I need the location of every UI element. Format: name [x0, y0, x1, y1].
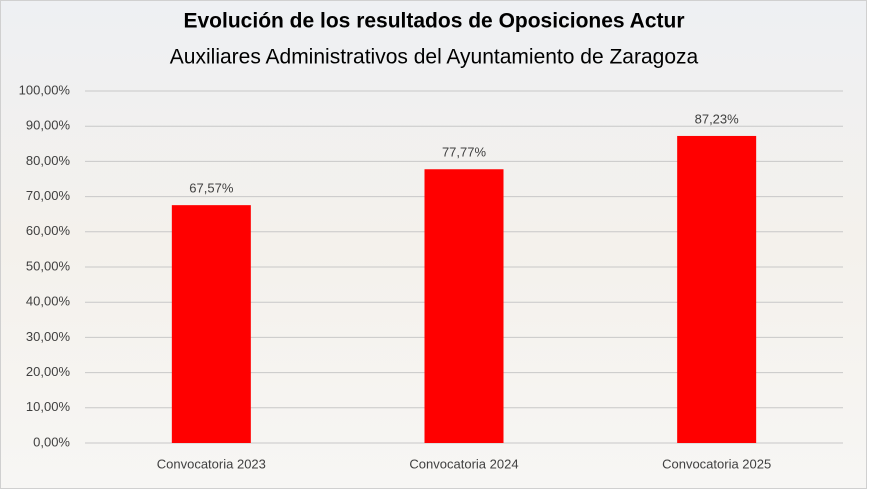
data-label: 87,23% [695, 111, 740, 126]
data-label: 67,57% [189, 181, 234, 196]
x-tick-label: Convocatoria 2024 [409, 456, 518, 471]
bar [677, 135, 757, 444]
y-tick-label: 10,00% [26, 399, 71, 414]
y-tick-label: 40,00% [26, 294, 71, 309]
chart-subtitle: Auxiliares Administrativos del Ayuntamie… [170, 46, 699, 69]
chart-title: Evolución de los resultados de Oposicion… [184, 10, 685, 33]
y-tick-label: 100,00% [19, 82, 71, 97]
bar [171, 205, 251, 443]
y-tick-label: 60,00% [26, 223, 71, 238]
y-tick-label: 50,00% [26, 258, 71, 273]
y-tick-label: 20,00% [26, 364, 71, 379]
y-tick-label: 90,00% [26, 118, 71, 133]
y-tick-label: 80,00% [26, 153, 71, 168]
y-tick-label: 0,00% [33, 434, 70, 449]
x-tick-label: Convocatoria 2025 [662, 456, 771, 471]
x-tick-label: Convocatoria 2023 [157, 456, 266, 471]
y-tick-label: 70,00% [26, 188, 71, 203]
data-label: 77,77% [442, 145, 487, 160]
bar [424, 169, 504, 443]
y-tick-label: 30,00% [26, 329, 71, 344]
